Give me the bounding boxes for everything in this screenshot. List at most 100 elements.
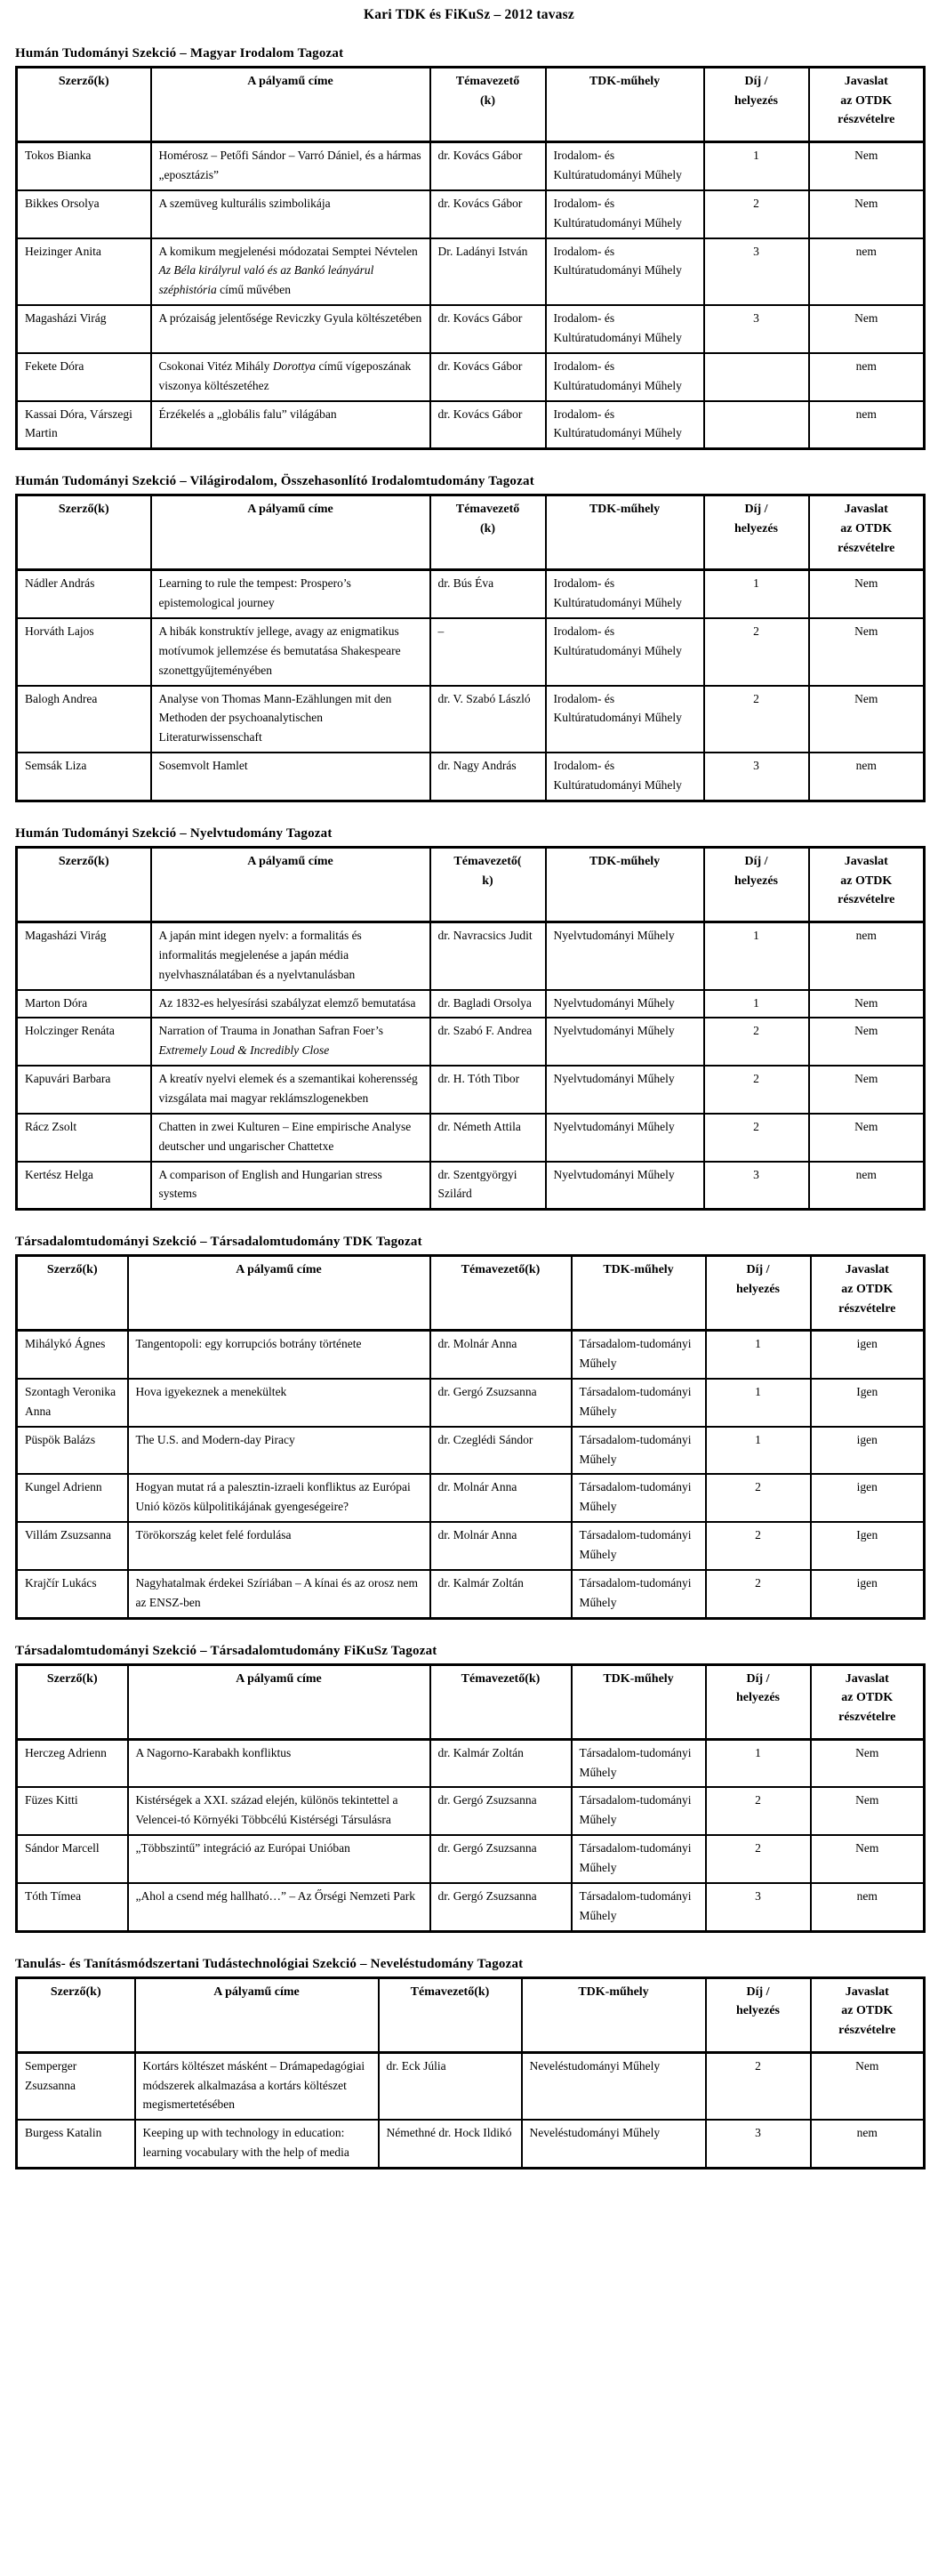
prize-cell xyxy=(702,399,810,450)
table-row: Kassai Dóra, Várszegi Martin Érzékelés a … xyxy=(15,399,926,450)
title-run: Tangentopoli: egy korrupciós botrány tör… xyxy=(135,1337,362,1351)
column-header: A pályamű címe xyxy=(149,494,431,572)
table-row: Bikkes Orsolya A szemüveg kulturális szim… xyxy=(15,189,926,239)
title-cell: Analyse von Thomas Mann-Ezählungen mit d… xyxy=(149,684,431,754)
title-cell: Chatten in zwei Kulturen – Eine empirisc… xyxy=(149,1112,431,1163)
title-cell: Csokonai Vitéz Mihály Dorottya című víge… xyxy=(149,351,431,402)
header-row: Szerző(k) A pályamű címe Témavezető(k) TDK-… xyxy=(15,1254,926,1332)
column-header: Szerző(k) xyxy=(15,846,152,923)
otdk-cell: igen xyxy=(809,1329,926,1381)
prize-cell: 2 xyxy=(702,1112,810,1163)
authors-cell: Kungel Adrienn xyxy=(15,1473,129,1524)
otdk-cell: nem xyxy=(807,399,926,450)
table-row: Balogh Andrea Analyse von Thomas Mann-Ezä… xyxy=(15,684,926,754)
otdk-cell: Nem xyxy=(807,304,926,354)
title-run: A komikum megjelenési módozatai Semptei … xyxy=(158,244,418,258)
table-row: Magasházi Virág A japán mint idegen nyelv… xyxy=(15,921,926,991)
column-header: A pályamű címe xyxy=(149,846,431,923)
column-header: Javaslat az OTDK részvételre xyxy=(807,846,926,923)
title-run: című művében xyxy=(216,283,291,297)
otdk-cell: Nem xyxy=(807,1112,926,1163)
otdk-cell: nem xyxy=(807,237,926,307)
prize-cell: 2 xyxy=(702,684,810,754)
title-cell: Nagyhatalmak érdekei Szíriában – A kínai… xyxy=(126,1568,431,1620)
table-row: Kapuvári Barbara A kreatív nyelvi elemek … xyxy=(15,1065,926,1115)
authors-cell: Püspök Balázs xyxy=(15,1425,129,1476)
otdk-cell: Nem xyxy=(807,1065,926,1115)
otdk-cell: Nem xyxy=(809,1738,926,1789)
otdk-cell: nem xyxy=(807,752,926,802)
authors-cell: Fekete Dóra xyxy=(15,351,152,402)
otdk-cell: Nem xyxy=(807,617,926,687)
title-cell: Törökország kelet felé fordulása xyxy=(126,1521,431,1571)
prize-cell: 2 xyxy=(702,189,810,239)
prize-cell: 2 xyxy=(704,1834,812,1884)
title-run: Kortárs költészet másként – Drámapedagóg… xyxy=(142,2058,365,2112)
prize-cell: 2 xyxy=(704,2051,812,2121)
prize-cell: 3 xyxy=(702,304,810,354)
title-run: Extremely Loud & Incredibly Close xyxy=(158,1043,330,1058)
column-header: A pályamű címe xyxy=(126,1254,431,1332)
table-row: Herczeg Adrienn A Nagorno-Karabakh konfli… xyxy=(15,1738,926,1789)
advisor-cell: dr. V. Szabó László xyxy=(429,684,547,754)
authors-cell: Semperger Zsuzsanna xyxy=(15,2051,136,2121)
title-cell: Tangentopoli: egy korrupciós botrány tör… xyxy=(126,1329,431,1381)
advisor-cell: dr. Molnár Anna xyxy=(429,1473,573,1524)
section: Humán Tudományi Szekció – Magyar Irodalo… xyxy=(15,46,926,451)
authors-cell: Kassai Dóra, Várszegi Martin xyxy=(15,399,152,450)
table-row: Tóth Tímea „Ahol a csend még hallható…” –… xyxy=(15,1881,926,1933)
section: Társadalomtudományi Szekció – Társadalom… xyxy=(15,1644,926,1933)
title-cell: Sosemvolt Hamlet xyxy=(149,752,431,802)
advisor-cell: dr. Gergó Zsuzsanna xyxy=(429,1881,573,1933)
workshop-cell: Társadalom-tudományi Műhely xyxy=(570,1378,707,1428)
table-row: Horváth Lajos A hibák konstruktív jellege… xyxy=(15,617,926,687)
advisor-cell: dr. Navracsics Judit xyxy=(429,921,547,991)
header-row: Szerző(k) A pályamű címe Témavezető( k) TDK… xyxy=(15,846,926,923)
otdk-cell: igen xyxy=(809,1473,926,1524)
column-header: Javaslat az OTDK részvételre xyxy=(807,66,926,144)
title-run: Sosemvolt Hamlet xyxy=(158,759,248,773)
workshop-cell: Nyelvtudományi Műhely xyxy=(544,1017,705,1067)
advisor-cell: dr. Kovács Gábor xyxy=(429,351,547,402)
section-heading: Humán Tudományi Szekció – Nyelvtudomány … xyxy=(15,825,333,841)
table-row: Semsák Liza Sosemvolt Hamlet dr. Nagy Andr… xyxy=(15,752,926,802)
results-table: Szerző(k) A pályamű címe Témavezető (k) TDK… xyxy=(15,66,926,451)
otdk-cell: Nem xyxy=(807,1017,926,1067)
prize-cell: 2 xyxy=(702,1065,810,1115)
workshop-cell: Társadalom-tudományi Műhely xyxy=(570,1473,707,1524)
column-header: Díj / helyezés xyxy=(702,494,810,572)
table-row: Semperger Zsuzsanna Kortárs költészet más… xyxy=(15,2051,926,2121)
authors-cell: Krajčír Lukács xyxy=(15,1568,129,1620)
authors-cell: Semsák Liza xyxy=(15,752,152,802)
title-run: „Többszintű” integráció az Európai Uniób… xyxy=(135,1841,350,1856)
authors-cell: Tóth Tímea xyxy=(15,1881,129,1933)
prize-cell xyxy=(702,351,810,402)
title-cell: Kortárs költészet másként – Drámapedagóg… xyxy=(133,2051,380,2121)
title-run: Hogyan mutat rá a palesztin-izraeli konf… xyxy=(135,1480,411,1514)
table-row: Holczinger Renáta Narration of Trauma in … xyxy=(15,1017,926,1067)
authors-cell: Kertész Helga xyxy=(15,1160,152,1211)
otdk-cell: nem xyxy=(809,2119,926,2169)
table-row: Krajčír Lukács Nagyhatalmak érdekei Szíri… xyxy=(15,1568,926,1620)
table-row: Villám Zsuzsanna Törökország kelet felé f… xyxy=(15,1521,926,1571)
otdk-cell: Igen xyxy=(809,1378,926,1428)
otdk-cell: nem xyxy=(807,351,926,402)
column-header: Témavezető(k) xyxy=(377,1976,523,2054)
advisor-cell: dr. Bús Éva xyxy=(429,568,547,620)
prize-cell: 3 xyxy=(702,1160,810,1211)
workshop-cell: Irodalom- és Kultúratudományi Műhely xyxy=(544,189,705,239)
otdk-cell: Igen xyxy=(809,1521,926,1571)
title-run: Keeping up with technology in education:… xyxy=(142,2126,349,2160)
section: Társadalomtudományi Szekció – Társadalom… xyxy=(15,1235,926,1620)
prize-cell: 3 xyxy=(702,237,810,307)
authors-cell: Magasházi Virág xyxy=(15,304,152,354)
workshop-cell: Társadalom-tudományi Műhely xyxy=(570,1834,707,1884)
prize-cell: 3 xyxy=(704,2119,812,2169)
header-row: Szerző(k) A pályamű címe Témavezető (k) TDK… xyxy=(15,494,926,572)
authors-cell: Burgess Katalin xyxy=(15,2119,136,2169)
title-cell: Keeping up with technology in education:… xyxy=(133,2119,380,2169)
title-run: A Nagorno-Karabakh konfliktus xyxy=(135,1745,292,1759)
workshop-cell: Társadalom-tudományi Műhely xyxy=(570,1881,707,1933)
workshop-cell: Irodalom- és Kultúratudományi Műhely xyxy=(544,684,705,754)
